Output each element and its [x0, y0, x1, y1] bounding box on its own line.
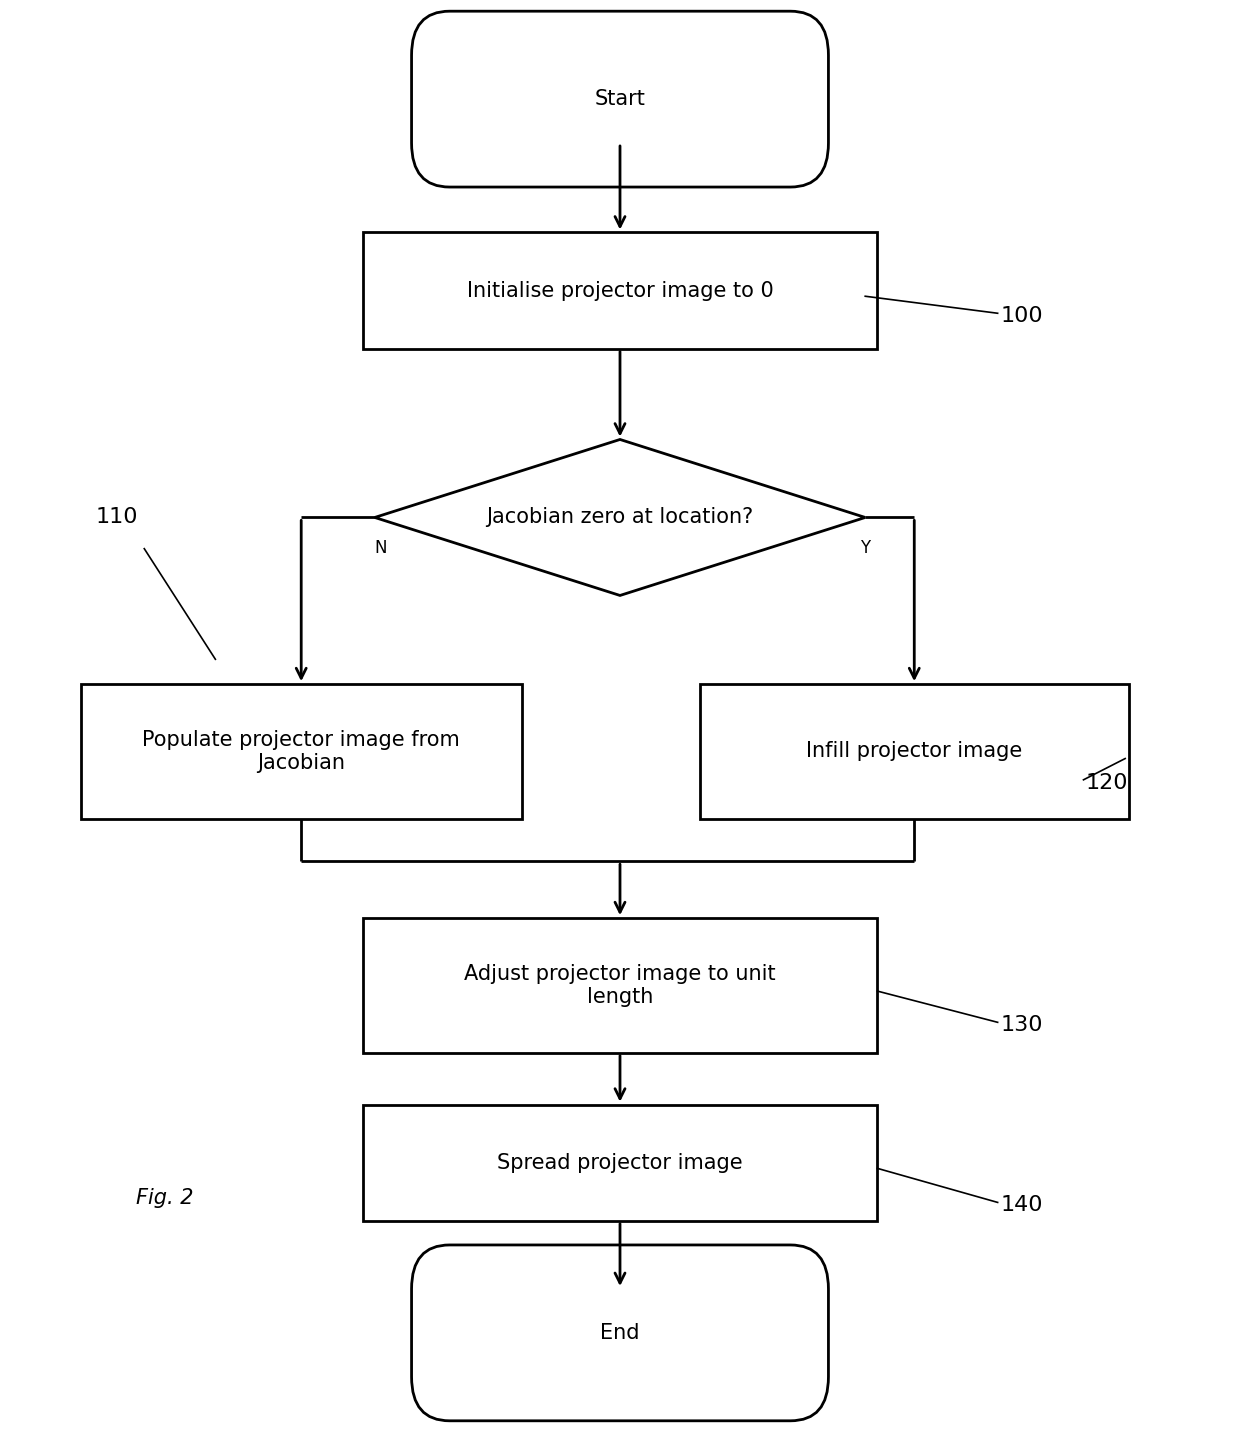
Bar: [362, 918, 878, 1053]
Text: Fig. 2: Fig. 2: [135, 1189, 193, 1209]
Bar: [362, 1104, 878, 1221]
Polygon shape: [374, 440, 866, 596]
FancyBboxPatch shape: [412, 11, 828, 188]
Text: Adjust projector image to unit
length: Adjust projector image to unit length: [464, 964, 776, 1007]
Text: Initialise projector image to 0: Initialise projector image to 0: [466, 281, 774, 301]
Bar: [81, 684, 522, 819]
Text: End: End: [600, 1323, 640, 1343]
Bar: [699, 684, 1128, 819]
Text: 120: 120: [1086, 773, 1128, 793]
FancyBboxPatch shape: [412, 1244, 828, 1421]
Text: 110: 110: [95, 507, 138, 527]
Text: 140: 140: [1001, 1196, 1043, 1216]
Text: Infill projector image: Infill projector image: [806, 742, 1023, 762]
Text: Start: Start: [594, 89, 646, 109]
Text: N: N: [374, 540, 387, 557]
Text: Populate projector image from
Jacobian: Populate projector image from Jacobian: [143, 730, 460, 773]
Text: Y: Y: [861, 540, 870, 557]
Text: Jacobian zero at location?: Jacobian zero at location?: [486, 507, 754, 527]
Text: 100: 100: [1001, 306, 1043, 326]
Text: 130: 130: [1001, 1015, 1043, 1035]
Bar: [362, 232, 878, 349]
Text: Spread projector image: Spread projector image: [497, 1153, 743, 1173]
